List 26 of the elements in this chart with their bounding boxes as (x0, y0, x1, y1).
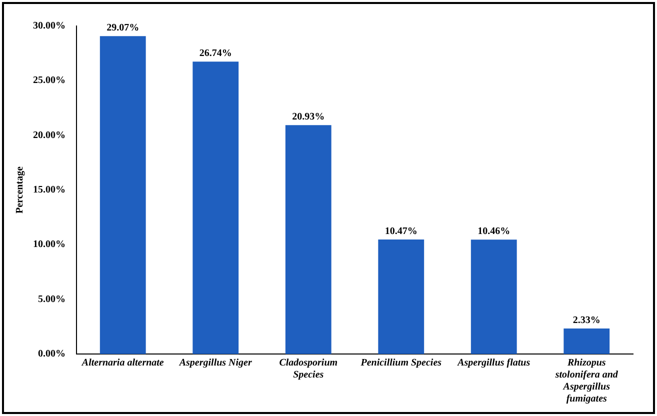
x-tick-label: Alternaria alternate (80, 358, 164, 369)
data-label: 2.33% (572, 315, 600, 326)
data-label: 26.74% (199, 48, 232, 60)
x-tick-label: Rhizopus stolonifera and Aspergillus fumigates (554, 358, 619, 405)
bar (564, 328, 610, 354)
x-tick-label: Aspergillus flatus (456, 358, 530, 369)
y-tick-label: 25.00% (33, 75, 66, 86)
bar (192, 62, 239, 354)
y-axis-title: Percentage (14, 166, 26, 214)
data-label: 20.93% (292, 112, 325, 123)
y-tick-label: 10.00% (33, 239, 66, 250)
y-tick-label: 30.00% (33, 20, 66, 32)
y-tick-label: 5.00% (38, 294, 66, 305)
y-tick-label: 20.00% (33, 130, 66, 141)
bar (470, 240, 517, 354)
x-tick-label: Penicillium Species (360, 358, 442, 369)
data-label: 10.47% (384, 226, 418, 238)
data-label: 29.07% (106, 22, 140, 34)
bar (100, 36, 146, 354)
x-tick-label: Cladosporium Species (279, 358, 338, 381)
bar (285, 125, 332, 354)
x-tick-label: Aspergillus Niger (178, 358, 252, 369)
bar (378, 240, 424, 354)
y-tick-label: 15.00% (33, 184, 66, 196)
data-label: 10.46% (478, 226, 510, 238)
y-tick-label: 0.00% (38, 348, 66, 360)
